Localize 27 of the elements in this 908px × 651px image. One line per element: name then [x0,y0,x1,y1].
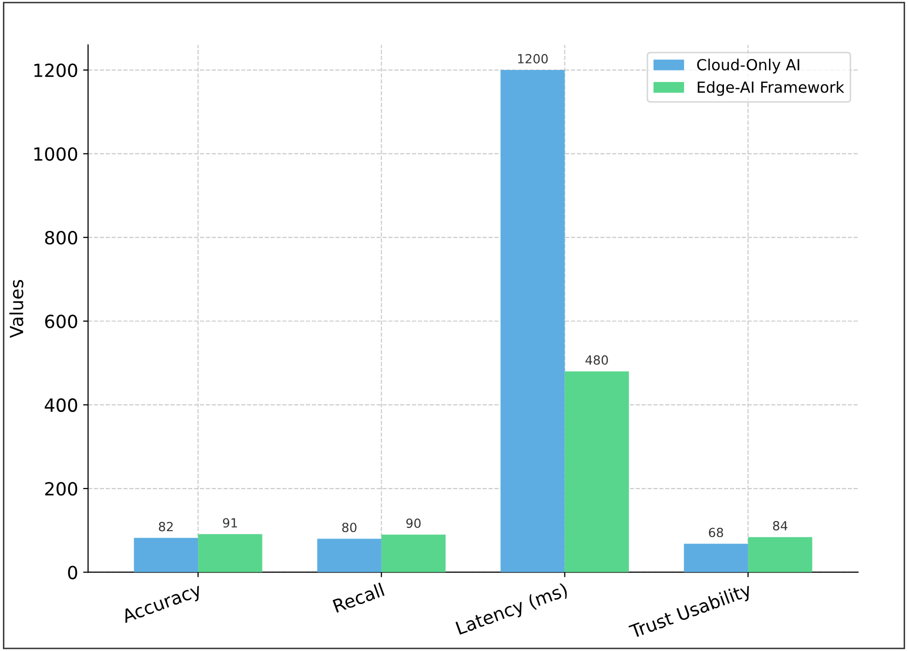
data-label: 68 [708,528,724,538]
bar [381,534,446,572]
data-label: 80 [342,522,356,532]
y-tick-label: 0 [68,566,78,580]
y-tick-label: 600 [45,314,78,328]
bar [564,371,629,572]
x-tick-label: Recall [332,582,385,613]
data-label: 82 [158,522,173,532]
legend-label: Cloud-Only AI [697,58,800,74]
bar [684,544,748,572]
y-tick-label: 1000 [34,147,78,161]
bar [317,538,382,572]
data-label: 91 [222,518,237,528]
bar [748,537,812,572]
bar [134,538,198,572]
y-axis-title: Values [9,280,24,338]
y-tick-label: 200 [45,482,78,496]
data-label: 84 [773,521,788,530]
legend-label: Edge-AI Framework [698,81,844,96]
bar [198,534,262,572]
data-label: 480 [585,355,608,365]
y-tick-label: 800 [45,230,78,245]
y-tick-label: 1200 [34,63,78,78]
y-tick-label: 400 [44,398,78,412]
bar [500,70,565,572]
data-label: 1200 [518,54,548,64]
data-label: 90 [406,518,421,528]
